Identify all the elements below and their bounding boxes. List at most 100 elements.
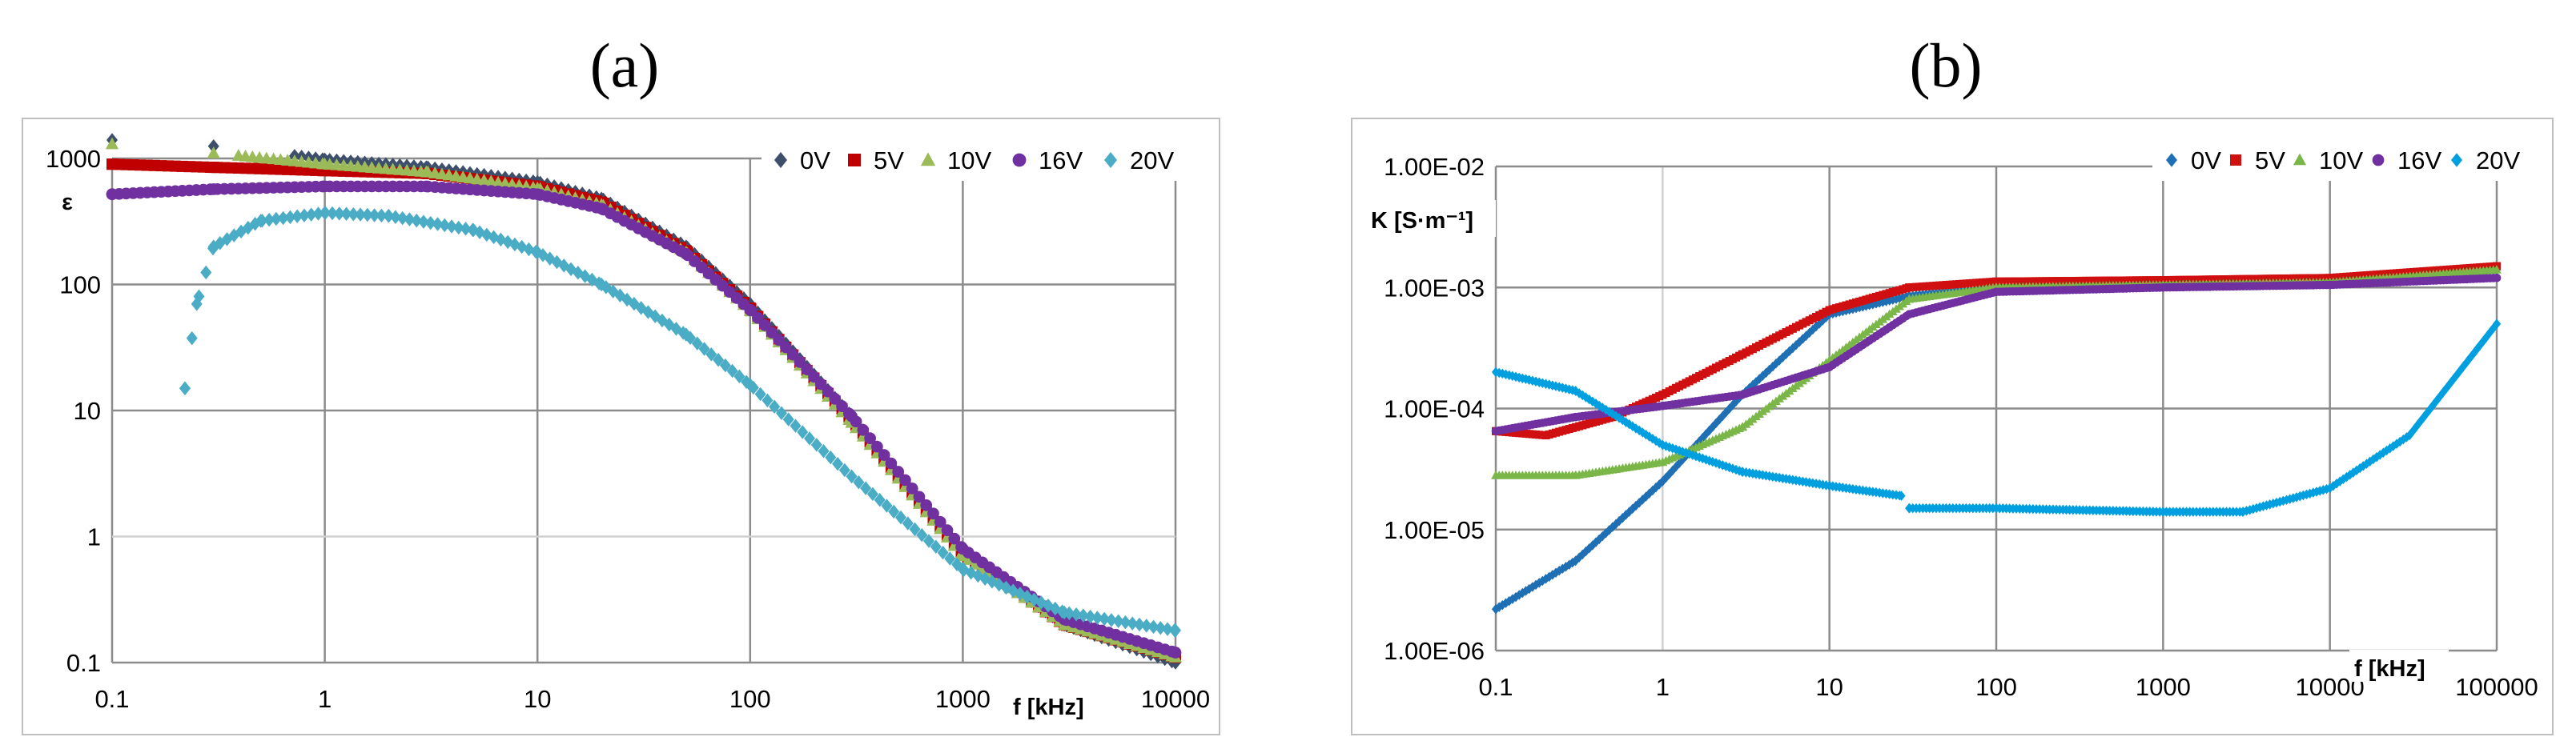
data-point xyxy=(892,466,905,478)
data-point xyxy=(804,431,816,446)
y-tick-label: 10 xyxy=(74,397,101,425)
data-point xyxy=(885,457,898,470)
x-tick-label: 1 xyxy=(1656,673,1670,701)
data-point xyxy=(1084,609,1096,624)
data-point xyxy=(2492,265,2502,274)
data-point xyxy=(319,206,332,220)
x-tick-label: 0.1 xyxy=(1478,673,1513,701)
data-point xyxy=(207,146,220,158)
data-point xyxy=(256,213,268,228)
data-point xyxy=(733,369,745,384)
legend-label: 16V xyxy=(1039,146,1083,174)
data-point xyxy=(842,407,855,420)
data-point xyxy=(894,510,906,525)
data-point xyxy=(951,557,963,572)
legend-label: 10V xyxy=(947,146,991,174)
data-point xyxy=(786,348,799,361)
legend-marker xyxy=(2451,153,2462,167)
data-point xyxy=(1133,617,1145,632)
data-point xyxy=(874,492,886,507)
legend-marker xyxy=(774,152,787,168)
data-point xyxy=(916,527,928,543)
data-point xyxy=(1099,611,1111,627)
data-point xyxy=(1168,623,1180,638)
panel-a-series xyxy=(105,133,1183,670)
legend-label: 5V xyxy=(2255,146,2285,174)
series-20v xyxy=(1492,318,2501,517)
y-tick-label: 1.00E-05 xyxy=(1384,516,1485,544)
data-point xyxy=(794,356,806,368)
legend-item-0v: 0V xyxy=(774,146,830,174)
panel-b-frame xyxy=(1351,118,2554,735)
panel-a-title: (a) xyxy=(590,30,660,100)
data-point xyxy=(825,450,837,465)
legend-box xyxy=(2152,142,2537,181)
data-point xyxy=(850,415,862,428)
legend-label: 16V xyxy=(2397,146,2441,174)
data-point xyxy=(179,381,191,396)
data-point xyxy=(452,220,464,235)
panel-b-legend: 0V 5V 10V 16V 20V xyxy=(2152,142,2537,181)
data-point xyxy=(705,347,717,362)
data-point xyxy=(411,213,423,228)
data-point xyxy=(832,456,844,471)
data-point xyxy=(853,475,865,490)
data-point xyxy=(775,406,787,420)
data-point xyxy=(404,212,416,226)
panel-a-xlabel-bg xyxy=(1001,687,1121,723)
data-point xyxy=(186,330,198,346)
data-point xyxy=(881,499,893,513)
data-point xyxy=(1635,425,1644,436)
data-point xyxy=(105,137,119,150)
panel-b: (b) 0.1 1 10 100 1000 10000 100000 1.00E-061.0… xyxy=(1351,30,2554,735)
data-point xyxy=(2492,274,2502,282)
x-tick-label: 0.1 xyxy=(94,685,129,713)
x-tick-label: 10000 xyxy=(1141,685,1210,713)
data-point xyxy=(1140,619,1152,633)
data-point xyxy=(355,207,367,222)
legend-marker xyxy=(2166,153,2177,167)
legend-label: 0V xyxy=(800,146,830,174)
legend-item-16v: 16V xyxy=(2372,146,2441,174)
data-point xyxy=(389,210,401,224)
legend-item-10v: 10V xyxy=(2293,146,2363,174)
data-point xyxy=(747,380,759,395)
panel-a: (a) 0.1 1 10 100 1000 10000 0.1 1 10 100 1000 f [… xyxy=(22,30,1220,735)
data-point xyxy=(913,491,926,503)
data-point xyxy=(1091,611,1103,625)
data-point xyxy=(871,440,883,453)
data-point xyxy=(899,474,911,487)
legend-label: 20V xyxy=(1130,146,1174,174)
data-point xyxy=(801,363,814,375)
panel-a-legend: 0V 5V 10V 16V 20V xyxy=(762,142,1210,181)
legend-label: 0V xyxy=(2191,146,2221,174)
data-point xyxy=(818,443,830,459)
panel-b-series xyxy=(1491,262,2502,615)
data-point xyxy=(923,534,935,548)
data-point xyxy=(934,515,946,528)
data-point xyxy=(726,363,738,379)
panel-b-x-axis-label: f [kHz] xyxy=(2354,656,2425,682)
legend-label: 10V xyxy=(2319,146,2363,174)
panel-b-xlabel-bg xyxy=(2349,650,2449,682)
data-point xyxy=(758,319,771,331)
data-point xyxy=(719,358,731,373)
data-point xyxy=(762,393,774,408)
data-point xyxy=(361,207,373,222)
data-point xyxy=(838,463,850,478)
panel-a-x-axis-label: f [kHz] xyxy=(1013,695,1084,720)
data-point xyxy=(298,208,310,222)
data-point xyxy=(424,215,436,230)
data-point xyxy=(846,469,858,484)
x-tick-label: 100000 xyxy=(2455,673,2538,701)
data-point xyxy=(446,219,458,234)
y-tick-label: 1.00E-04 xyxy=(1384,395,1485,423)
legend-marker xyxy=(1104,152,1117,168)
panel-b-ylabel-bg xyxy=(1368,200,1496,237)
data-point xyxy=(741,375,753,389)
data-point xyxy=(305,207,317,222)
legend-marker xyxy=(2293,153,2307,166)
legend-label: 20V xyxy=(2476,146,2520,174)
data-point xyxy=(810,438,822,452)
